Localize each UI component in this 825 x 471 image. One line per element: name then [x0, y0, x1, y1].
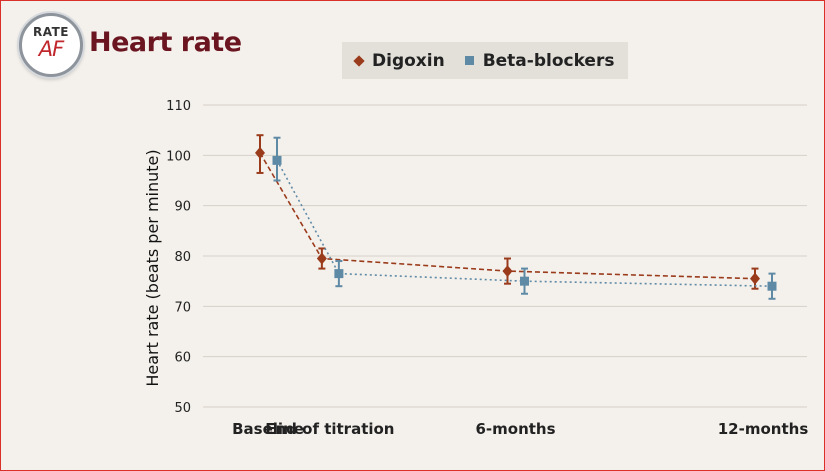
x-tick-label: 6-months [475, 420, 555, 438]
x-tick-label: 12-months [718, 420, 809, 438]
y-tick-label: 50 [174, 401, 191, 416]
data-point-square [520, 276, 529, 286]
legend-label-digoxin: Digoxin [372, 50, 445, 71]
x-tick-label: End of titration [265, 420, 394, 438]
legend-label-beta-blockers: Beta-blockers [482, 50, 615, 71]
data-point-diamond [750, 272, 760, 285]
data-point-square [272, 155, 282, 165]
x-tick-label: Baseline [232, 420, 304, 438]
logo-top-text: RATE [33, 25, 69, 39]
data-point-square [767, 281, 777, 291]
square-marker-icon [464, 56, 474, 65]
data-point-square [334, 269, 344, 279]
y-axis-label: Heart rate (beats per minute) [143, 149, 162, 386]
legend: Digoxin Beta-blockers [342, 42, 628, 79]
y-tick-label: 100 [166, 149, 191, 164]
legend-item-beta-blockers: Beta-blockers [464, 50, 615, 71]
logo-bottom-text: AF [38, 37, 64, 61]
y-tick-label: 60 [174, 351, 191, 366]
data-point-diamond [502, 265, 513, 278]
series-line [276, 159, 773, 287]
legend-item-digoxin: Digoxin [353, 50, 445, 71]
y-tick-label: 110 [166, 99, 191, 114]
rate-af-logo: RATE AF [19, 13, 83, 77]
data-point-diamond [255, 146, 265, 159]
series-line [259, 152, 756, 280]
chart-title: Heart rate [89, 27, 242, 58]
y-tick-label: 90 [174, 200, 191, 215]
y-tick-label: 80 [174, 250, 191, 265]
data-point-diamond [316, 252, 327, 265]
y-tick-label: 70 [174, 300, 191, 315]
